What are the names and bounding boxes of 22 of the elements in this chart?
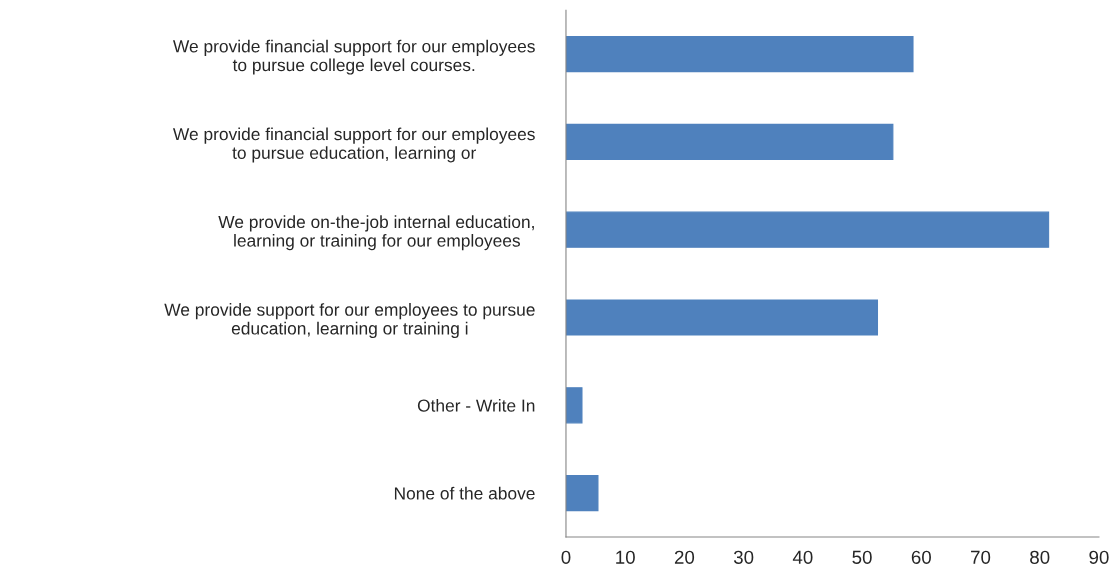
y-tick-label: We provide financial support for our employees to pursue college level courses. [172,39,535,75]
y-tick-label: None of the above [394,486,535,500]
x-tick-label: 20 [674,550,695,564]
x-tick-label: 50 [852,550,872,564]
x-tick-label: 70 [971,550,991,564]
y-tick-label: Other - Write In [417,399,535,412]
bar [565,123,894,161]
x-tick-label: 60 [911,550,931,564]
y-tick-label: We provide on-the-job internal education, learning or training for our employees [218,215,534,251]
x-tick-label: 30 [733,550,754,564]
bar [565,474,599,512]
bar [565,211,1050,248]
y-tick-label: We provide financial support for our employees to pursue education, learning or [172,127,535,163]
x-tick-label: 80 [1030,550,1050,564]
bar [565,299,879,336]
bar [565,36,914,73]
x-tick-label: 0 [561,550,571,564]
x-tick-label: 40 [792,550,813,564]
x-tick-label: 10 [616,550,635,564]
y-tick-label: We provide support for our employees to pursue education, learning or training i [164,303,535,338]
x-tick-label: 90 [1089,550,1109,564]
bar [565,387,583,424]
